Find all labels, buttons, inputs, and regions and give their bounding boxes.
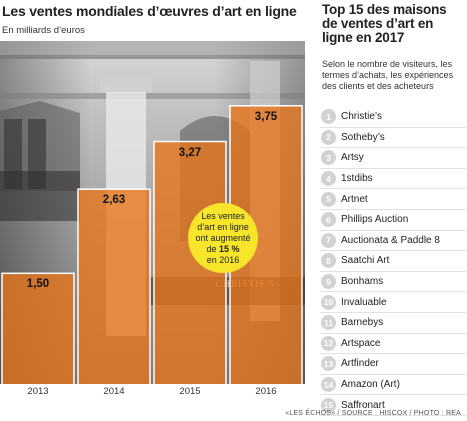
list-item: 15 Saffronart: [320, 395, 466, 416]
bar-value-label: 2,63: [102, 194, 126, 207]
rank-number-badge: 13: [321, 356, 336, 372]
callout-line2: d’art en ligne: [197, 221, 249, 232]
chart-title: Les ventes mondiales d’œuvres d’art en l…: [2, 3, 297, 19]
list-item: 3 Artsy: [320, 148, 466, 169]
auction-house-name: Christie’s: [341, 111, 382, 123]
auction-house-name: Phillips Auction: [341, 214, 409, 226]
auction-house-name: Barnebys: [341, 317, 384, 329]
list-item: 4 1stdibs: [320, 169, 466, 190]
callout-line4-prefix: de: [206, 243, 219, 254]
x-tick-label: 2016: [255, 386, 277, 397]
list-item: 13 Artfinder: [320, 354, 466, 375]
auction-house-name: Amazon (Art): [341, 379, 400, 391]
auction-house-name: Auctionata & Paddle 8: [341, 234, 440, 246]
bar-value-label: 1,50: [26, 278, 50, 291]
auction-house-name: 1stdibs: [341, 173, 373, 185]
bar-2013: [1, 272, 75, 385]
callout-percent: 15 %: [218, 243, 240, 254]
chart-unit: En milliards d’euros: [2, 25, 85, 36]
auction-house-name: Saatchi Art: [341, 255, 390, 267]
ranking-list: 1 Christie’s 2 Sotheby’s 3 Artsy 4 1stdibs 5 Artn…: [320, 107, 466, 416]
rank-number-badge: 15: [321, 397, 336, 413]
rank-number-badge: 6: [321, 212, 336, 228]
list-item: 12 Artspace: [320, 334, 466, 355]
source-credit: «LES ÉCHOS» / SOURCE : HISCOX / PHOTO : …: [285, 410, 461, 417]
list-item: 1 Christie’s: [320, 107, 466, 128]
auction-house-name: Artspace: [341, 337, 381, 349]
x-axis-labels: 2013 2014 2015 2016: [0, 386, 305, 400]
auction-house-name: Artfinder: [341, 358, 379, 370]
bar-value-label: 3,75: [254, 110, 278, 123]
list-item: 8 Saatchi Art: [320, 251, 466, 272]
auction-house-name: Artnet: [341, 193, 368, 205]
list-item: 9 Bonhams: [320, 272, 466, 293]
rank-number-badge: 2: [321, 129, 336, 145]
callout-line5: en 2016: [206, 254, 240, 265]
rank-number-badge: 9: [321, 274, 336, 290]
auction-house-name: Invaluable: [341, 296, 387, 308]
x-tick-label: 2013: [27, 386, 49, 397]
rank-number-badge: 4: [321, 171, 336, 187]
x-tick-label: 2015: [179, 386, 201, 397]
bar-value-label: 3,27: [178, 146, 202, 159]
list-item: 2 Sotheby’s: [320, 128, 466, 149]
rank-number-badge: 3: [321, 150, 336, 166]
rank-number-badge: 1: [321, 109, 336, 125]
bar-2014: [77, 188, 151, 385]
auction-house-name: Bonhams: [341, 276, 384, 288]
auction-house-name: Saffronart: [341, 399, 385, 411]
ranking-title: Top 15 des maisons de ventes d’art en li…: [322, 2, 447, 45]
list-item: 14 Amazon (Art): [320, 375, 466, 396]
list-item: 7 Auctionata & Paddle 8: [320, 231, 466, 252]
growth-callout: Les ventes d’art en ligne ont augmenté d…: [188, 203, 258, 273]
list-item: 10 Invaluable: [320, 292, 466, 313]
callout-line3: ont augmenté: [195, 232, 251, 243]
rank-number-badge: 12: [321, 335, 336, 351]
rank-number-badge: 7: [321, 232, 336, 248]
list-item: 11 Barnebys: [320, 313, 466, 334]
ranking-subtitle: Selon le nombre de visiteurs, les termes…: [322, 59, 454, 91]
auction-house-name: Artsy: [341, 152, 364, 164]
auction-house-name: Sotheby’s: [341, 131, 385, 143]
rank-number-badge: 11: [321, 315, 336, 331]
x-tick-label: 2014: [103, 386, 125, 397]
callout-line1: Les ventes: [201, 210, 245, 221]
list-item: 6 Phillips Auction: [320, 210, 466, 231]
rank-number-badge: 8: [321, 253, 336, 269]
rank-number-badge: 10: [321, 294, 336, 310]
rank-number-badge: 14: [321, 377, 336, 393]
bar-chart: [0, 105, 305, 385]
rank-number-badge: 5: [321, 191, 336, 207]
list-item: 5 Artnet: [320, 189, 466, 210]
